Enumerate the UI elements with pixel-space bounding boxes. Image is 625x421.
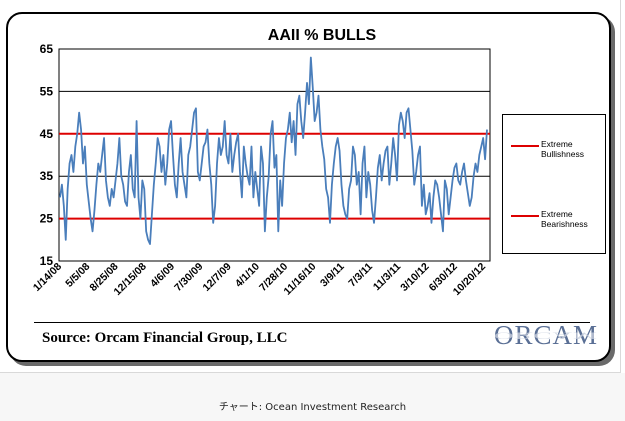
legend-label-bearishness: Extreme Bearishness [541, 209, 588, 229]
y-tick-label: 55 [40, 84, 54, 98]
source-text: Source: Orcam Financial Group, LLC [42, 330, 288, 346]
x-tick-label: 12/7/09 [200, 261, 233, 294]
image-caption: チャート: Ocean Investment Research [218, 402, 407, 413]
legend-swatch-bearishness [511, 215, 539, 217]
y-tick-label: 45 [40, 127, 54, 141]
y-tick-label: 25 [40, 212, 54, 226]
y-tick-label: 15 [40, 254, 54, 268]
logo-text: ORCAM [494, 320, 599, 350]
legend-item-extreme-bearishness: Extreme Bearishness [511, 209, 603, 239]
orcam-logo: ORCAM ORCAM [494, 320, 598, 356]
legend-item-extreme-bullishness: Extreme Bullishness [511, 139, 603, 169]
y-tick-label: 35 [40, 169, 54, 183]
x-tick-label: 7/30/09 [172, 261, 205, 294]
x-tick-label: 3/9/11 [318, 261, 347, 290]
x-tick-label: 3/10/12 [398, 261, 431, 294]
logo-reflection: ORCAM [494, 330, 599, 342]
chart-title: AAII % BULLS [268, 27, 377, 44]
series-line-aaii-bulls [59, 56, 488, 245]
plot-border [58, 48, 491, 262]
legend: Extreme Bullishness Extreme Bearishness [502, 114, 606, 254]
y-tick-label: 65 [40, 42, 54, 56]
legend-swatch-bullishness [511, 145, 539, 147]
caption-strip [0, 373, 625, 421]
legend-label-bullishness: Extreme Bullishness [541, 139, 584, 159]
source-divider [34, 322, 590, 323]
x-tick-label: 11/3/11 [371, 261, 404, 294]
